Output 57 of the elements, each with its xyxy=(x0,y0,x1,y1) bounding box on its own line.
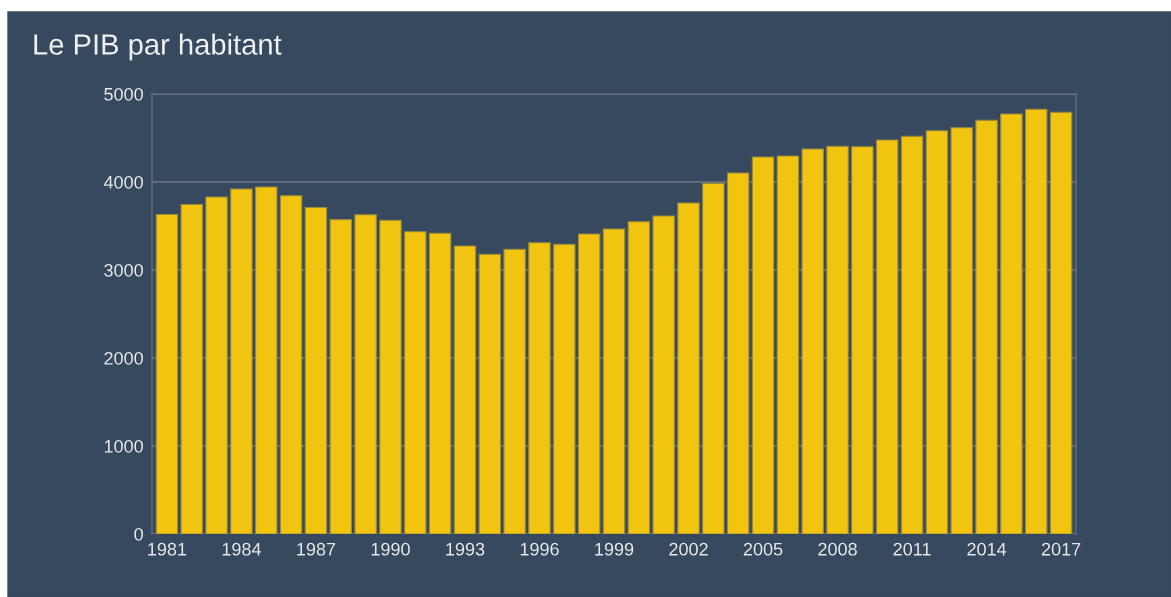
bar xyxy=(975,119,998,534)
bar xyxy=(1000,113,1023,534)
bar xyxy=(652,215,675,534)
x-tick-label: 1993 xyxy=(446,542,485,556)
bar xyxy=(329,219,353,534)
bar xyxy=(379,219,402,534)
bar xyxy=(702,182,725,534)
bar xyxy=(503,248,526,534)
bar xyxy=(255,186,278,534)
x-tick-label: 2011 xyxy=(893,542,931,556)
bar xyxy=(180,203,203,534)
x-tick-label: 1996 xyxy=(520,542,559,556)
x-tick-label: 2002 xyxy=(669,542,708,556)
bar xyxy=(826,145,849,534)
y-tick-label: 5000 xyxy=(104,87,143,101)
bar xyxy=(577,233,601,534)
x-tick-label: 2005 xyxy=(743,542,783,556)
bar xyxy=(751,156,775,534)
bar xyxy=(627,221,651,534)
x-tick-label: 2017 xyxy=(1041,542,1081,556)
bar xyxy=(851,146,874,534)
y-tick-label: 4000 xyxy=(103,175,143,189)
bar xyxy=(428,232,452,534)
bar xyxy=(478,253,502,534)
x-tick-label: 2008 xyxy=(818,542,857,556)
chart-title: Le PIB par habitant xyxy=(34,33,282,61)
bar xyxy=(875,139,899,534)
bar xyxy=(726,172,750,534)
y-tick-label: 1000 xyxy=(104,439,143,453)
bar xyxy=(404,231,427,534)
bar xyxy=(950,127,973,534)
bar xyxy=(230,188,253,534)
x-tick-label: 1999 xyxy=(595,542,634,556)
x-tick-label: 1984 xyxy=(222,542,261,556)
bar xyxy=(1025,108,1048,534)
bar xyxy=(354,214,377,534)
bar xyxy=(205,196,228,534)
bar xyxy=(925,130,949,534)
x-tick-label: 1981 xyxy=(148,542,187,556)
y-tick-label: 2000 xyxy=(104,351,143,365)
bar xyxy=(776,155,800,534)
x-tick-label: 2014 xyxy=(967,542,1007,556)
y-tick-label: 0 xyxy=(134,527,143,541)
y-tick-label: 3000 xyxy=(104,263,143,277)
bar xyxy=(801,148,824,534)
bar xyxy=(602,228,626,534)
x-tick-label: 1987 xyxy=(297,542,336,556)
bar xyxy=(155,214,179,534)
bar xyxy=(279,195,303,534)
bar xyxy=(304,206,328,534)
bar xyxy=(1049,111,1073,534)
x-tick-label: 1990 xyxy=(371,542,410,556)
bar xyxy=(900,135,924,534)
bar xyxy=(528,242,551,534)
bar xyxy=(553,243,576,534)
bar xyxy=(453,245,477,534)
bar xyxy=(677,202,700,534)
